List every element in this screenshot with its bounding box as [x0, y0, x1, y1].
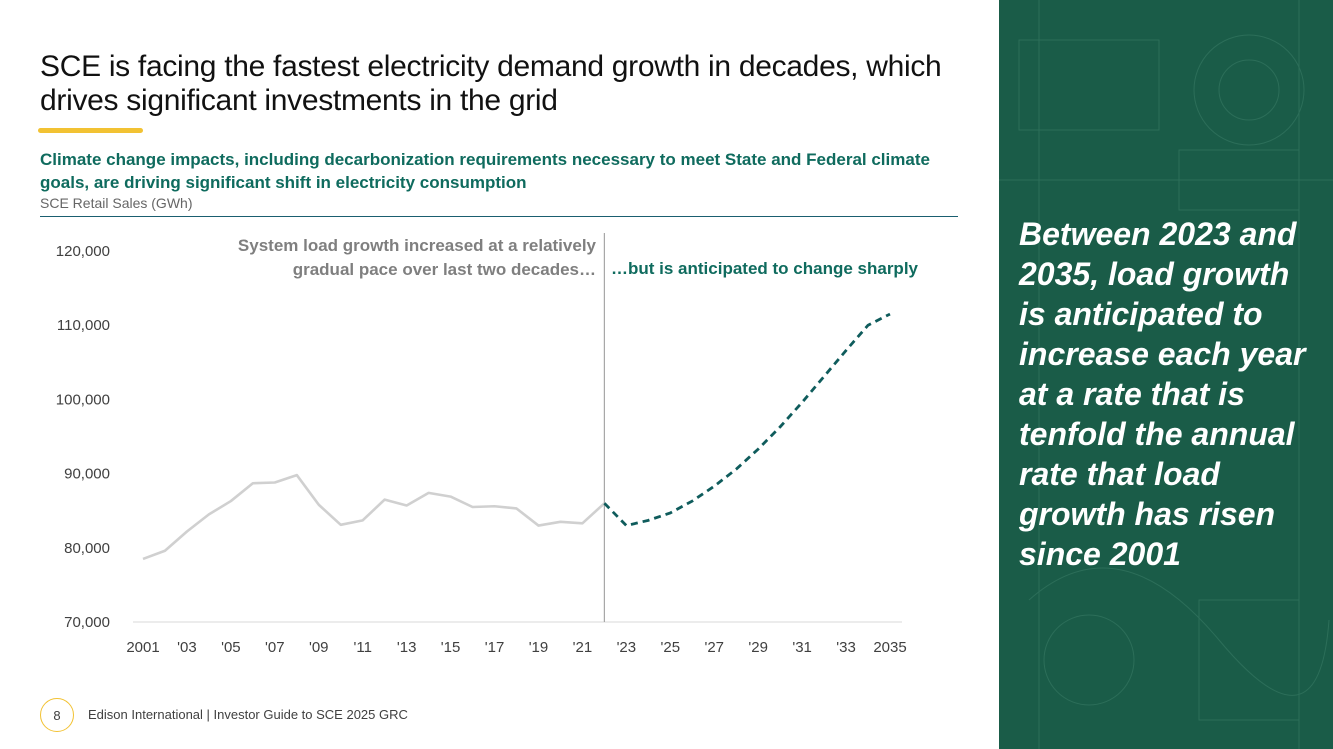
historical-series-line	[142, 473, 606, 561]
title-accent-bar	[38, 128, 143, 133]
y-tick-label: 110,000	[57, 317, 110, 334]
x-tick-label: '23	[617, 639, 637, 656]
x-tick-label: '31	[792, 639, 812, 656]
footer-text: Edison International | Investor Guide to…	[88, 707, 408, 722]
y-tick-label: 80,000	[64, 540, 110, 557]
x-tick-label: '17	[485, 639, 505, 656]
y-tick-label: 120,000	[56, 243, 110, 260]
annotation-historical-line2: gradual pace over last two decades…	[293, 260, 596, 279]
x-tick-label: '03	[177, 639, 197, 656]
x-tick-label: '07	[265, 639, 285, 656]
x-tick-label: '21	[573, 639, 593, 656]
page-number-badge: 8	[40, 698, 74, 732]
forecast-series-line	[603, 312, 891, 528]
x-tick-label: '27	[704, 639, 724, 656]
x-axis: 2001 '03 '05 '07 '09 '11 '13 '15 '17 '19 '21 '23 '25…	[126, 639, 906, 656]
y-tick-label: 90,000	[64, 466, 110, 483]
callout-text: Between 2023 and 2035, load growth is an…	[1019, 216, 1306, 572]
x-tick-label: '05	[221, 639, 241, 656]
x-tick-label: '25	[661, 639, 681, 656]
annotation-forecast: …but is anticipated to change sharply	[611, 259, 919, 278]
x-tick-label: 2035	[873, 639, 906, 656]
x-tick-label: '19	[529, 639, 549, 656]
x-tick-label: '09	[309, 639, 329, 656]
x-tick-label: '33	[836, 639, 856, 656]
x-tick-label: '29	[748, 639, 768, 656]
x-tick-label: 2001	[126, 639, 159, 656]
chart-subheading: Climate change impacts, including decarb…	[40, 150, 930, 192]
header-divider	[40, 216, 958, 217]
x-tick-label: '13	[397, 639, 417, 656]
y-axis: 70,000 80,000 90,000 100,000 110,000 120,000	[56, 243, 110, 631]
y-tick-label: 70,000	[64, 614, 110, 631]
annotation-historical-line1: System load growth increased at a relati…	[238, 236, 597, 255]
page-title: SCE is facing the fastest electricity de…	[40, 50, 942, 117]
x-tick-label: '15	[441, 639, 461, 656]
chart-unit-label: SCE Retail Sales (GWh)	[40, 195, 193, 211]
retail-sales-chart: 70,00080,00090,000100,000110,000120,000 …	[56, 233, 919, 656]
blueprint-pattern-icon	[999, 0, 1333, 749]
side-callout-panel: Between 2023 and 2035, load growth is an…	[999, 0, 1333, 749]
y-tick-label: 100,000	[56, 391, 110, 408]
x-tick-label: '11	[353, 639, 371, 656]
